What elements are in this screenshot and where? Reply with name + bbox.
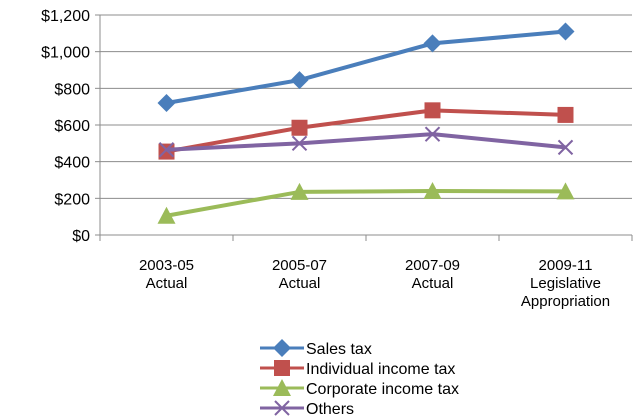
data-point (290, 182, 309, 200)
legend-item: Corporate income tax (260, 379, 459, 398)
series-lines (157, 22, 575, 224)
data-point (273, 339, 291, 357)
data-point (290, 71, 309, 90)
legend-label: Sales tax (306, 341, 372, 358)
legend-item: Sales tax (260, 339, 372, 358)
data-point (291, 119, 308, 136)
y-tick-label: $600 (54, 118, 90, 135)
y-tick-label: $1,200 (41, 8, 90, 25)
data-point (158, 143, 175, 160)
legend-label: Others (306, 401, 354, 418)
series-others (158, 126, 574, 158)
y-tick-label: $400 (54, 155, 90, 172)
data-point (423, 182, 442, 199)
y-tick-label: $0 (72, 228, 90, 245)
series-corporate-income-tax (157, 182, 575, 224)
data-point (157, 94, 176, 112)
series-line (166, 132, 566, 152)
data-point (423, 34, 442, 53)
data-point (557, 139, 574, 156)
series-individual-income-tax (158, 102, 574, 160)
series-line (166, 108, 566, 154)
data-point (158, 142, 175, 158)
data-point (424, 102, 441, 119)
data-point (274, 400, 290, 416)
series-line (166, 29, 566, 105)
legend: Sales tax Individual income tax Corporate … (260, 339, 459, 418)
data-point (291, 135, 308, 152)
y-axis-ticks: $0 $200 $400 $600 $800 $1,000 $1,200 (41, 8, 100, 245)
x-tick-label: 2007-09 Actual (405, 257, 460, 292)
gridlines (100, 14, 632, 199)
x-tick-label: 2003-05 Actual (139, 257, 194, 292)
y-tick-label: $1,000 (41, 45, 90, 62)
x-axis-ticks: 2003-05 Actual 2005-07 Actual 2007-09 Actual 2… (99, 235, 633, 310)
x-tick-label: 2005-07 Actual (272, 257, 327, 292)
legend-item: Individual income tax (260, 360, 455, 378)
legend-label: Individual income tax (306, 361, 455, 378)
data-point (273, 379, 291, 396)
series-sales-tax (157, 22, 575, 112)
x-tick-label: 2009-11 Legislative Appropriation (521, 257, 610, 310)
data-point (557, 106, 574, 123)
data-point (274, 360, 290, 376)
legend-item: Others (260, 400, 354, 418)
series-line (166, 189, 566, 218)
legend-label: Corporate income tax (306, 381, 459, 398)
y-tick-label: $200 (54, 191, 90, 208)
data-point (424, 126, 441, 142)
data-point (556, 182, 575, 200)
data-point (556, 22, 575, 41)
data-point (157, 206, 176, 224)
y-tick-label: $800 (54, 81, 90, 98)
